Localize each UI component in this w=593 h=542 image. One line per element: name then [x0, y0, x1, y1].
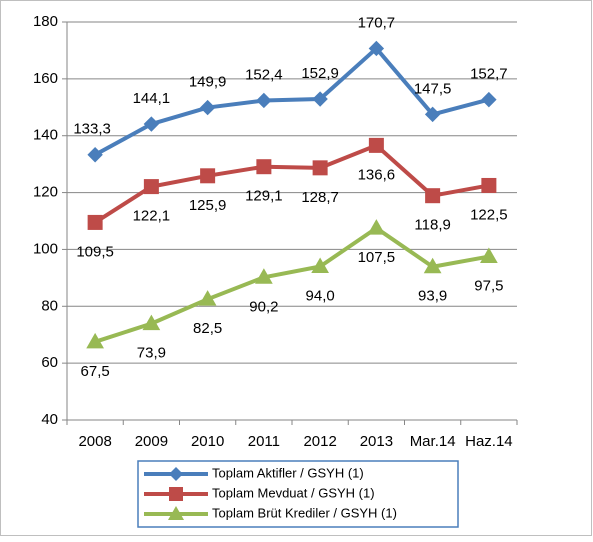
data-label: 125,9 [189, 197, 227, 214]
x-tick-label: 2010 [191, 433, 224, 450]
marker [142, 314, 161, 331]
series-line [94, 46, 490, 157]
marker [481, 177, 497, 193]
y-tick-label: 100 [33, 240, 58, 257]
x-tick-label: 2009 [135, 433, 168, 450]
data-label: 107,5 [358, 249, 396, 266]
x-tick-label: Haz.14 [465, 433, 513, 450]
data-label: 149,9 [189, 74, 227, 91]
data-label: 118,9 [414, 217, 450, 234]
grid: 40 60 80 100 120 140 160 180 2008 2009 2010 2011 201… [33, 13, 518, 450]
marker [312, 160, 328, 176]
data-label: 133,3 [73, 121, 111, 138]
legend: Toplam Aktifler / GSYH (1) Toplam Mevduat… [137, 460, 459, 528]
data-label: 122,1 [133, 208, 171, 225]
marker [481, 91, 497, 108]
data-label: 152,4 [245, 66, 283, 83]
y-tick-label: 160 [33, 70, 58, 87]
x-tick-label: 2013 [360, 433, 393, 450]
data-label: 170,7 [358, 14, 396, 31]
marker [87, 214, 103, 230]
data-label: 93,9 [418, 288, 447, 305]
data-label: 147,5 [414, 80, 452, 97]
marker [143, 116, 160, 132]
marker [86, 332, 104, 349]
legend-label: Toplam Mevduat / GSYH (1) [212, 485, 375, 500]
y-tick-label: 40 [41, 411, 58, 428]
marker [368, 40, 385, 57]
data-label: 128,7 [301, 189, 339, 206]
marker [200, 168, 216, 184]
series-line [94, 226, 490, 344]
y-tick-label: 80 [41, 297, 58, 314]
marker [199, 99, 216, 116]
y-tick-label: 120 [33, 184, 58, 201]
marker [425, 188, 441, 204]
legend-label: Toplam Brüt Krediler / GSYH (1) [212, 505, 397, 520]
marker [368, 137, 384, 153]
data-label: 97,5 [474, 278, 503, 295]
x-tick-label: 2011 [248, 433, 280, 450]
data-label: 129,1 [245, 188, 283, 205]
marker [169, 467, 183, 481]
y-tick-label: 140 [33, 127, 58, 144]
data-label: 152,7 [470, 66, 508, 83]
legend-label: Toplam Aktifler / GSYH (1) [212, 465, 364, 480]
data-label: 144,1 [133, 90, 171, 107]
marker [256, 159, 272, 175]
marker [367, 219, 386, 235]
labels: 133,3 144,1 149,9 152,4 152,9 170,7 147,5 152,7… [73, 14, 507, 379]
marker [256, 92, 272, 109]
data-label: 90,2 [249, 298, 278, 315]
x-tick-label: 2008 [78, 433, 111, 450]
x-tick-label: Mar.14 [410, 433, 456, 450]
marker [423, 257, 442, 274]
data-label: 136,6 [358, 166, 396, 183]
data-label: 152,9 [301, 65, 339, 82]
marker [169, 487, 183, 501]
y-tick-label: 180 [33, 13, 58, 30]
marker [312, 91, 328, 107]
data-label: 122,5 [470, 206, 508, 223]
lines [86, 40, 498, 349]
marker [87, 147, 103, 163]
marker [311, 257, 329, 273]
data-label: 73,9 [137, 345, 166, 362]
marker [255, 268, 273, 284]
y-tick-label: 60 [41, 354, 58, 371]
series-line [94, 143, 490, 225]
marker [143, 179, 159, 195]
marker [424, 106, 441, 123]
marker [168, 506, 184, 520]
data-label: 82,5 [193, 320, 222, 337]
marker [198, 290, 217, 306]
marker [480, 247, 498, 264]
data-label: 109,5 [76, 243, 114, 260]
data-label: 94,0 [306, 287, 335, 304]
data-label: 67,5 [81, 363, 110, 380]
x-tick-label: 2012 [303, 433, 336, 450]
